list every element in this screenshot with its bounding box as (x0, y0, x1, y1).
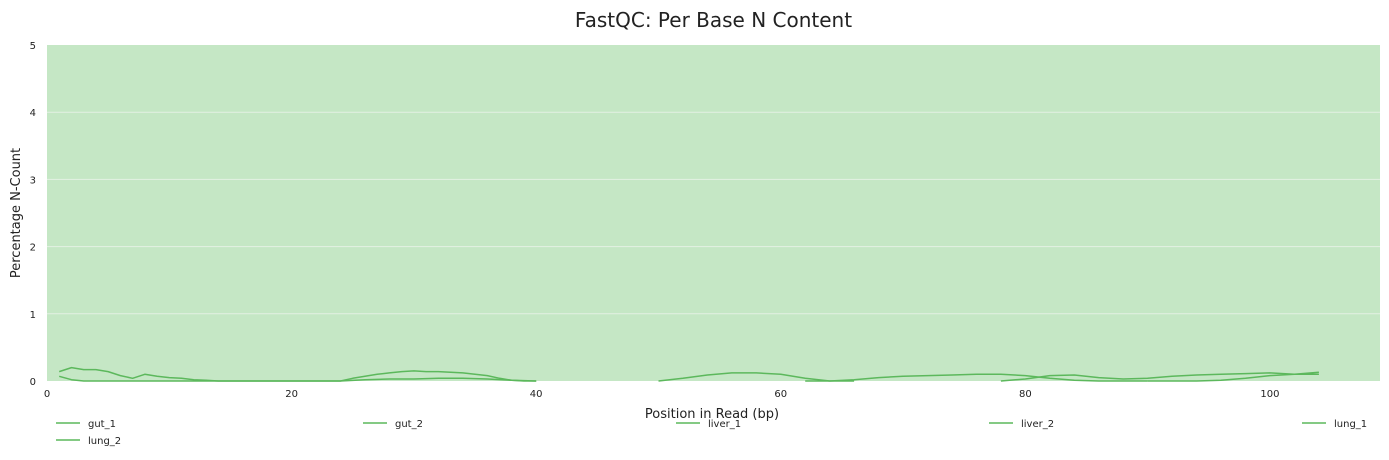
y-tick-label: 2 (30, 243, 36, 254)
axis-ticks: 0 20 40 60 80 100 0 1 2 3 4 5 (30, 41, 1280, 400)
legend-label-lung_1: lung_1 (1334, 419, 1367, 430)
y-tick-label: 1 (30, 310, 36, 321)
legend-label-liver_2: liver_2 (1021, 419, 1054, 430)
series-line-liver_1 (658, 372, 855, 382)
legend-label-gut_2: gut_2 (395, 419, 423, 430)
x-tick-label: 40 (530, 389, 543, 400)
x-tick-label: 20 (285, 389, 298, 400)
y-tick-label: 3 (30, 175, 36, 186)
x-axis-label: Position in Read (bp) (645, 407, 779, 422)
pass-band (47, 45, 1380, 381)
y-axis-label: Percentage N-Count (9, 148, 24, 278)
y-tick-label: 5 (30, 41, 36, 52)
chart-title: FastQC: Per Base N Content (575, 8, 852, 32)
legend: gut_1 gut_2 liver_1 liver_2 lung_1 lung_2 (56, 419, 1367, 447)
x-tick-label: 60 (774, 389, 787, 400)
plot-background (47, 45, 1380, 381)
legend-label-lung_2: lung_2 (88, 436, 121, 447)
series-line-lung_2 (1147, 371, 1319, 382)
x-tick-label: 80 (1019, 389, 1032, 400)
gridlines (47, 111, 1380, 315)
legend-label-liver_1: liver_1 (708, 419, 741, 430)
x-tick-label: 0 (44, 389, 50, 400)
series-lines (58, 366, 1319, 382)
legend-label-gut_1: gut_1 (88, 419, 116, 430)
y-tick-label: 0 (30, 377, 36, 388)
series-line-liver_2 (805, 373, 1148, 382)
series-line-lung_1 (1000, 372, 1319, 382)
x-tick-label: 100 (1260, 389, 1279, 400)
series-line-gut_2 (59, 375, 537, 382)
y-tick-label: 4 (30, 108, 36, 119)
